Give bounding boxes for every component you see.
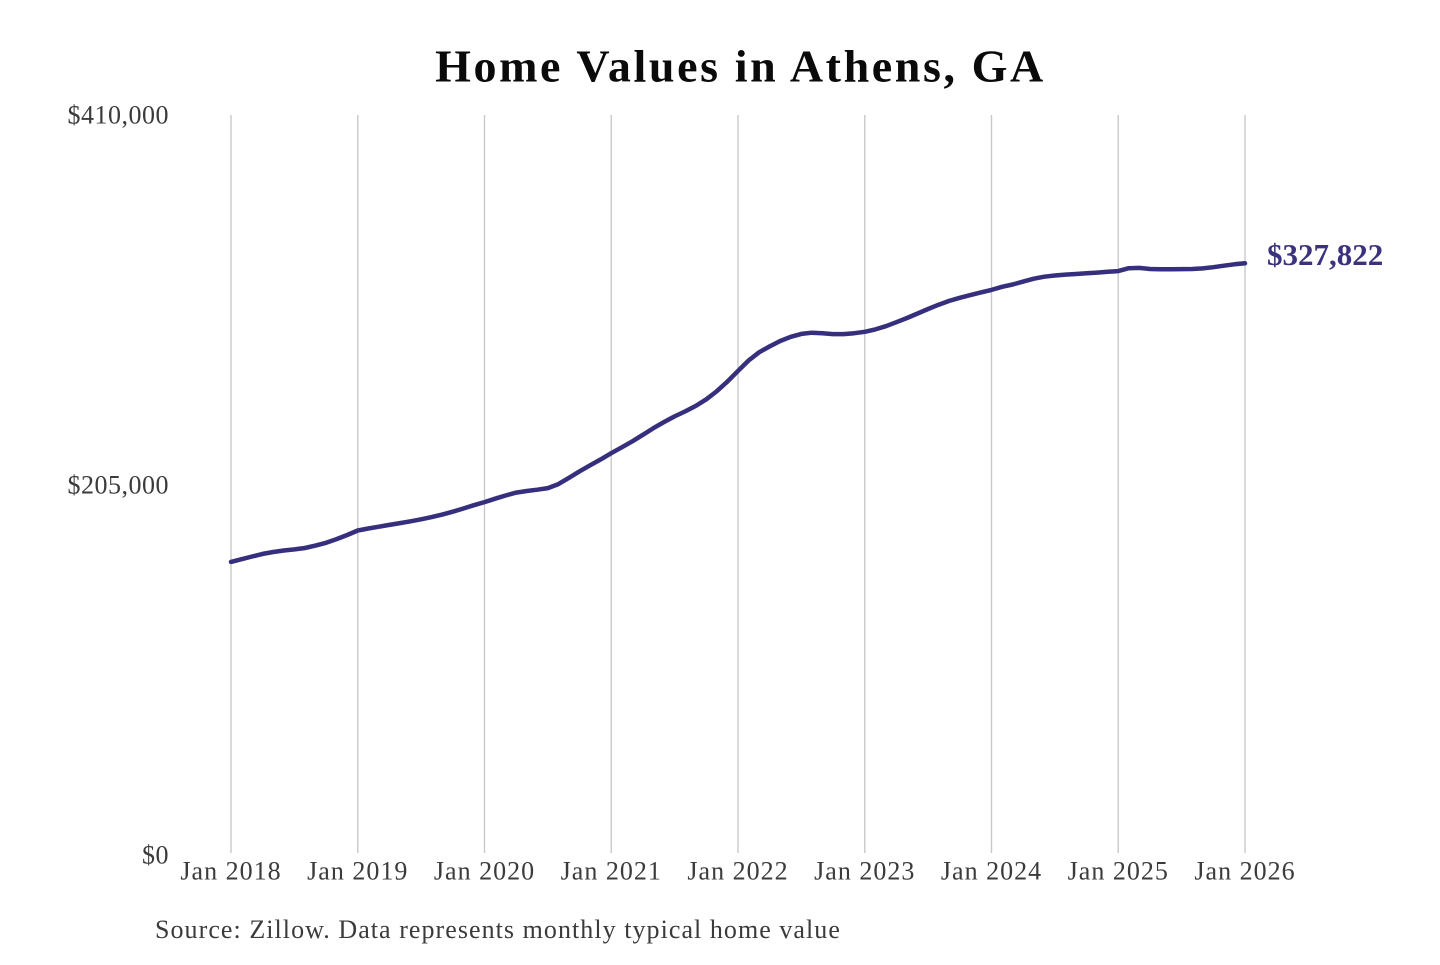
svg-text:$410,000: $410,000 [68, 101, 170, 130]
svg-text:$0: $0 [142, 841, 169, 870]
svg-text:Home Values in Athens, GA: Home Values in Athens, GA [435, 41, 1046, 92]
svg-text:Jan 2026: Jan 2026 [1194, 857, 1295, 886]
svg-text:Jan 2019: Jan 2019 [307, 857, 408, 886]
svg-text:$205,000: $205,000 [68, 471, 170, 500]
svg-text:Jan 2018: Jan 2018 [180, 857, 281, 886]
svg-text:$327,822: $327,822 [1267, 237, 1383, 272]
svg-text:Jan 2021: Jan 2021 [561, 857, 662, 886]
svg-text:Jan 2023: Jan 2023 [814, 857, 915, 886]
svg-text:Jan 2020: Jan 2020 [434, 857, 535, 886]
svg-text:Jan 2022: Jan 2022 [687, 857, 788, 886]
svg-text:Jan 2024: Jan 2024 [941, 857, 1042, 886]
svg-text:Source: Zillow. Data represent: Source: Zillow. Data represents monthly … [155, 915, 841, 944]
svg-text:Jan 2025: Jan 2025 [1068, 857, 1169, 886]
